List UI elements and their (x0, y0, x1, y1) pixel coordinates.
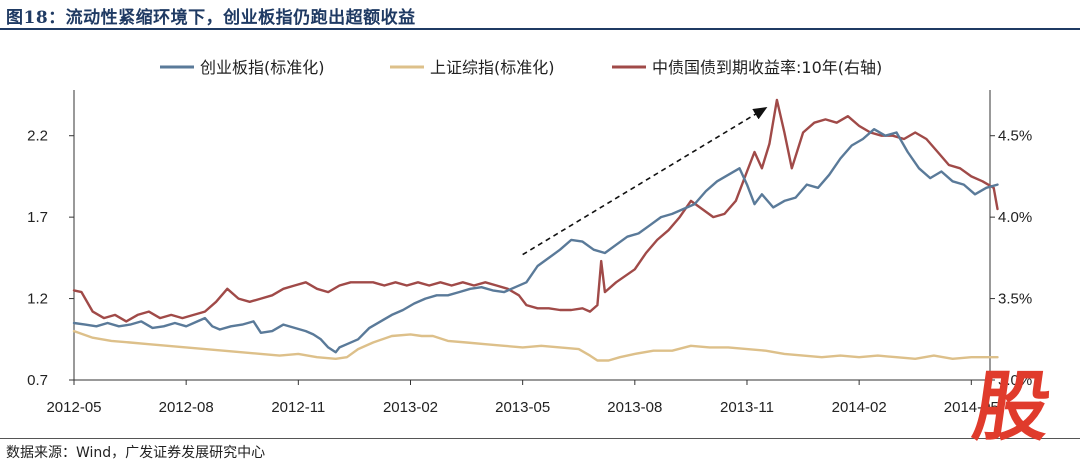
series-line-1 (72, 329, 999, 362)
annotations (522, 106, 768, 256)
x-tick-label: 2014-02 (832, 399, 887, 416)
x-tick-label: 2012-05 (46, 399, 101, 416)
trend-arrow (522, 106, 768, 256)
x-tick-label: 2013-08 (607, 399, 662, 416)
watermark-stamp: 股 (967, 362, 1057, 451)
y-left-tick-label: 0.7 (27, 372, 48, 389)
series-line-0 (72, 127, 999, 354)
x-tick-label: 2012-11 (271, 399, 325, 416)
y-left-tick-label: 1.7 (27, 209, 48, 226)
source-note: 数据来源：Wind，广发证券发展研究中心 (6, 445, 266, 461)
series-lines (72, 98, 999, 362)
x-tick-label: 2013-05 (495, 399, 550, 416)
y-right-tick-label: 4.5% (998, 128, 1032, 145)
y-right-tick-label: 4.0% (998, 209, 1032, 226)
y-right-tick-label: 3.0% (998, 372, 1032, 389)
y-left-tick-label: 2.2 (27, 128, 48, 145)
series-line-2 (72, 98, 999, 323)
title-divider (0, 28, 1080, 30)
axes: 2012-05 2012-08 2012-11 2013-02 2013-05 2013-… (27, 90, 1032, 416)
legend-label: 上证综指(标准化) (430, 58, 555, 77)
x-tick-label: 2012-08 (159, 399, 214, 416)
footer-divider (0, 438, 1080, 439)
chart-title: 图18：流动性紧缩环境下，创业板指仍跑出超额收益 (6, 8, 416, 28)
x-tick-label: 2013-02 (383, 399, 438, 416)
legend: 创业板指(标准化) 上证综指(标准化) 中债国债到期收益率:10年(右轴) (160, 58, 882, 77)
y-right-tick-label: 3.5% (998, 291, 1032, 308)
legend-label: 中债国债到期收益率:10年(右轴) (652, 58, 882, 77)
x-tick-label: 2014-05 (944, 399, 999, 416)
legend-label: 创业板指(标准化) (200, 58, 325, 77)
x-tick-label: 2013-11 (720, 399, 774, 416)
y-left-tick-label: 1.2 (27, 291, 48, 308)
